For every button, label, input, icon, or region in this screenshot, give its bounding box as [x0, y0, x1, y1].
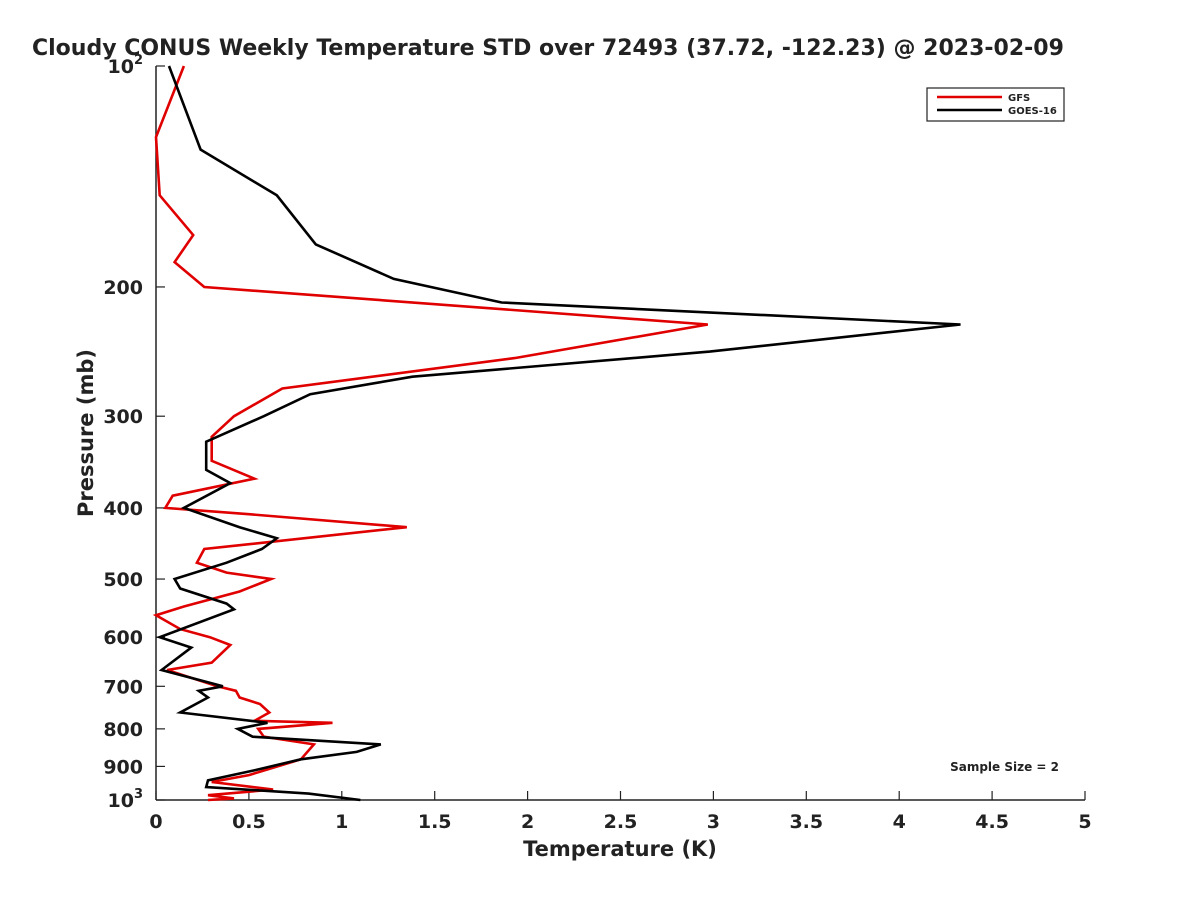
y-tick-label: 300 — [103, 406, 143, 428]
y-tick-label: 700 — [103, 676, 143, 698]
x-tick-label: 5 — [1078, 811, 1091, 833]
x-tick-label: 2.5 — [604, 811, 638, 833]
series-line-goes-16 — [155, 65, 961, 802]
legend-label: GOES-16 — [1008, 106, 1057, 117]
x-tick-label: 1 — [335, 811, 348, 833]
x-tick-label: 0.5 — [232, 811, 266, 833]
x-tick-label: 3 — [707, 811, 720, 833]
sample-size-annotation: Sample Size = 2 — [950, 760, 1059, 774]
series-line-gfs — [152, 65, 709, 802]
y-tick-base: 10 — [108, 790, 134, 812]
x-tick-label: 0 — [149, 811, 162, 833]
legend: GFS GOES-16 — [926, 87, 1065, 122]
y-tick-label: 103 — [108, 787, 144, 812]
x-axis: 0 0.5 1 1.5 2 2.5 3 3.5 4 4.5 5 — [149, 791, 1092, 833]
series-layer — [152, 65, 961, 802]
x-axis-label: Temperature (K) — [523, 837, 717, 861]
y-tick-exponent: 3 — [134, 787, 143, 802]
x-tick-label: 2 — [521, 811, 534, 833]
legend-box — [926, 87, 1065, 122]
y-tick-label: 102 — [108, 53, 144, 78]
x-tick-label: 1.5 — [418, 811, 452, 833]
x-tick-label: 4 — [893, 811, 906, 833]
y-tick-label: 400 — [103, 498, 143, 520]
x-tick-label: 3.5 — [789, 811, 823, 833]
y-tick-label: 200 — [103, 277, 143, 299]
legend-label: GFS — [1008, 93, 1030, 104]
y-tick-label: 500 — [103, 569, 143, 591]
x-tick-label: 4.5 — [975, 811, 1009, 833]
y-tick-base: 10 — [108, 56, 134, 78]
y-tick-label: 900 — [103, 756, 143, 778]
y-tick-label: 600 — [103, 627, 143, 649]
chart-title: Cloudy CONUS Weekly Temperature STD over… — [32, 36, 1064, 61]
y-tick-exponent: 2 — [134, 53, 143, 68]
y-axis-label: Pressure (mb) — [74, 349, 98, 517]
y-tick-label: 800 — [103, 719, 143, 741]
